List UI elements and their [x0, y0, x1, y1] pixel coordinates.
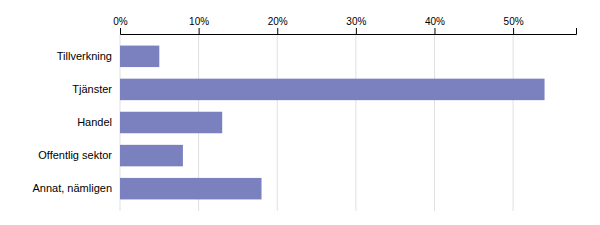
bar	[120, 79, 545, 101]
x-tick-mark	[356, 28, 357, 34]
grid	[120, 34, 513, 211]
x-axis: 0% 10% 20% 30% 40% 50%	[113, 16, 576, 35]
x-tick-label: 40%	[425, 16, 445, 27]
x-tick-label: 50%	[504, 16, 524, 27]
x-tick: 10%	[189, 16, 209, 34]
x-tick-mark	[199, 28, 200, 34]
bars	[120, 46, 545, 200]
x-tick-mark	[434, 28, 435, 34]
grid-line	[513, 34, 514, 211]
x-tick-mark	[120, 28, 121, 34]
y-tick: Handel	[77, 116, 112, 128]
y-tick-label: Annat, nämligen	[33, 182, 113, 194]
x-tick-label: 30%	[346, 16, 366, 27]
y-tick-label: Handel	[77, 116, 112, 128]
x-tick: 30%	[346, 16, 366, 34]
x-tick: 50%	[504, 16, 524, 34]
x-tick-label: 10%	[189, 16, 209, 27]
grid-line	[277, 34, 278, 211]
x-tick-mark	[513, 28, 514, 34]
y-tick: Annat, nämligen	[33, 182, 113, 194]
chart: 0% 10% 20% 30% 40% 50% Tillverkning Tjänster Han…	[0, 0, 600, 225]
bar	[120, 145, 183, 167]
y-tick: Offentlig sektor	[38, 149, 112, 161]
bar	[120, 46, 159, 68]
y-tick: Tillverkning	[57, 50, 112, 62]
y-axis: Tillverkning Tjänster Handel Offentlig sekt…	[33, 50, 113, 194]
x-tick: 40%	[425, 16, 445, 34]
x-axis-line	[121, 28, 577, 35]
plot: 0% 10% 20% 30% 40% 50% Tillverkning Tjänster Han…	[33, 16, 577, 211]
bar	[120, 178, 262, 200]
grid-line	[355, 34, 356, 211]
y-tick-label: Tillverkning	[57, 50, 112, 62]
y-tick: Tjänster	[72, 83, 112, 95]
x-tick-mark	[277, 28, 278, 34]
bar	[120, 112, 222, 134]
y-tick-label: Offentlig sektor	[38, 149, 112, 161]
x-tick-label: 20%	[268, 16, 288, 27]
x-tick-label: 0%	[113, 16, 128, 27]
y-tick-label: Tjänster	[72, 83, 112, 95]
x-tick: 0%	[113, 16, 128, 34]
grid-line	[434, 34, 435, 211]
x-tick: 20%	[268, 16, 288, 34]
